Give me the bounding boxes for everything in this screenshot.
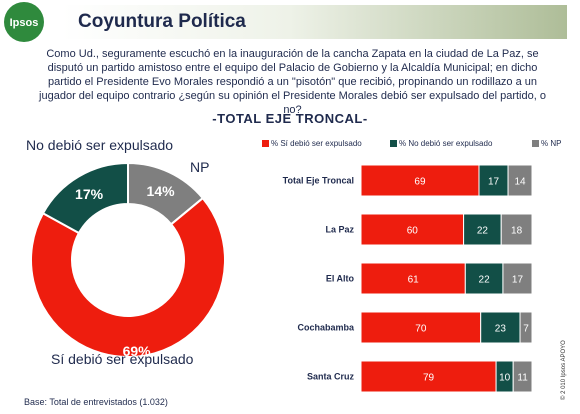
legend-item-no: % No debió ser expulsado xyxy=(390,139,492,148)
legend-swatch-np xyxy=(532,140,539,147)
logo-text: Ipsos xyxy=(9,17,39,29)
bar-segment-si xyxy=(360,213,465,246)
bar-legend: % Sí debió ser expulsado % No debió ser … xyxy=(262,137,572,153)
bar-segment-si xyxy=(360,164,480,197)
bar-segment-np xyxy=(502,262,533,295)
legend-label-no: % No debió ser expulsado xyxy=(399,139,493,148)
bar-value-label: 22 xyxy=(479,275,491,286)
stacked-bar-chart: Total Eje Troncal 69 17 14 La Paz 60 22 18 El Al… xyxy=(283,164,533,393)
bar-value-label: 69 xyxy=(414,177,426,188)
bar-value-label: 14 xyxy=(514,177,526,188)
legend-swatch-si xyxy=(262,140,269,147)
bar-value-label: 11 xyxy=(517,373,528,384)
legend-swatch-no xyxy=(390,140,397,147)
pie-label-np: NP xyxy=(190,159,210,175)
pie-label-no: No debió ser expulsado xyxy=(26,137,174,153)
bar-segment-np xyxy=(507,164,533,197)
title-bar xyxy=(62,5,567,39)
bar-value-label: 60 xyxy=(407,226,419,237)
bar-segment-si xyxy=(360,262,466,295)
bar-value-label: 23 xyxy=(495,324,507,335)
bar-value-label: 22 xyxy=(477,226,489,237)
bar-category-label: La Paz xyxy=(325,225,354,235)
ipsos-logo: Ipsos xyxy=(4,2,44,42)
bar-segment-si xyxy=(360,360,497,393)
copyright-note: © 2 010 Ipsos APOYO xyxy=(561,340,567,400)
bar-value-label: 61 xyxy=(408,275,420,286)
legend-label-np: % NP xyxy=(541,139,562,148)
bar-value-label: 7 xyxy=(523,324,529,335)
legend-item-np: % NP xyxy=(532,139,561,148)
bar-value-label: 10 xyxy=(499,373,511,384)
pie-slice-no xyxy=(41,161,129,235)
chart-subtitle: -TOTAL EJE TRONCAL- xyxy=(212,111,368,126)
legend-label-si: % Sí debió ser expulsado xyxy=(271,139,362,148)
bar-segment-np xyxy=(512,360,533,393)
legend-item-si: % Sí debió ser expulsado xyxy=(262,139,362,148)
bar-segment-no xyxy=(480,311,521,344)
bar-segment-np xyxy=(500,213,533,246)
bar-category-label: Cochabamba xyxy=(297,323,355,333)
pie-label-si: Sí debió ser expulsado xyxy=(51,351,194,367)
bar-category-label: El Alto xyxy=(326,274,355,284)
bar-value-label: 18 xyxy=(511,226,523,237)
bar-category-label: Total Eje Troncal xyxy=(283,176,354,186)
survey-question: Como Ud., seguramente escuchó en la inau… xyxy=(39,48,546,116)
pie-slice-si xyxy=(30,196,226,358)
bar-value-label: 17 xyxy=(488,177,500,188)
bar-category-label: Santa Cruz xyxy=(307,372,355,382)
pie-value-si: 69% xyxy=(123,343,152,359)
bar-segment-no xyxy=(463,213,502,246)
pie-value-np: 14% xyxy=(147,183,176,199)
bar-segment-np xyxy=(519,311,533,344)
base-note: Base: Total de entrevistados (1.032) xyxy=(24,397,168,407)
donut-chart: 14% 69% 17% xyxy=(30,161,226,359)
bar-value-label: 70 xyxy=(415,324,427,335)
bar-value-label: 79 xyxy=(423,373,435,384)
bar-segment-si xyxy=(360,311,482,344)
page-title: Coyuntura Política xyxy=(78,11,246,32)
bar-value-label: 17 xyxy=(512,275,524,286)
pie-value-no: 17% xyxy=(75,186,104,202)
